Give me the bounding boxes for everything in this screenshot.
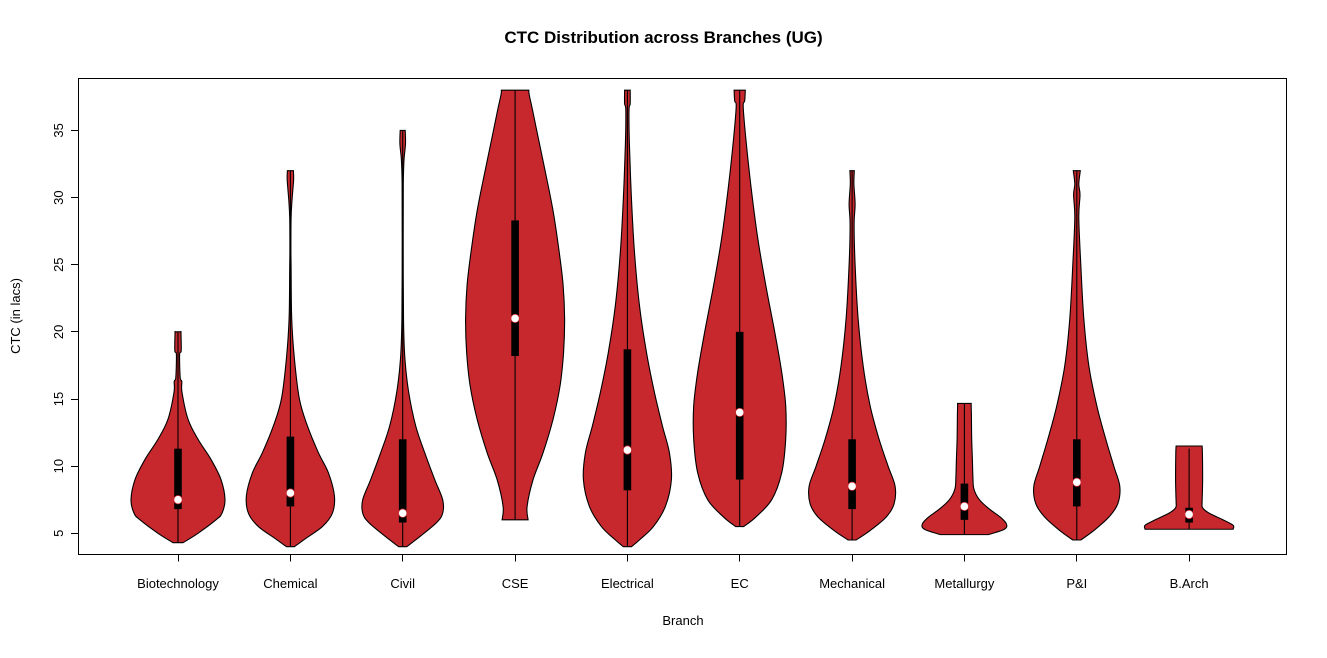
svg-text:10: 10	[51, 459, 66, 473]
svg-text:Civil: Civil	[390, 576, 415, 591]
svg-text:Biotechnology: Biotechnology	[137, 576, 219, 591]
svg-text:CTC (in lacs): CTC (in lacs)	[8, 278, 23, 354]
svg-text:B.Arch: B.Arch	[1170, 576, 1209, 591]
svg-text:Electrical: Electrical	[601, 576, 654, 591]
svg-text:15: 15	[51, 392, 66, 406]
svg-text:Metallurgy: Metallurgy	[934, 576, 994, 591]
svg-text:P&I: P&I	[1066, 576, 1087, 591]
svg-text:Chemical: Chemical	[263, 576, 317, 591]
svg-text:Mechanical: Mechanical	[819, 576, 885, 591]
svg-text:Branch: Branch	[662, 613, 703, 628]
svg-text:20: 20	[51, 325, 66, 339]
svg-text:5: 5	[51, 530, 66, 537]
svg-text:35: 35	[51, 123, 66, 137]
svg-text:30: 30	[51, 190, 66, 204]
svg-text:EC: EC	[731, 576, 749, 591]
svg-text:CSE: CSE	[502, 576, 529, 591]
svg-text:25: 25	[51, 257, 66, 271]
